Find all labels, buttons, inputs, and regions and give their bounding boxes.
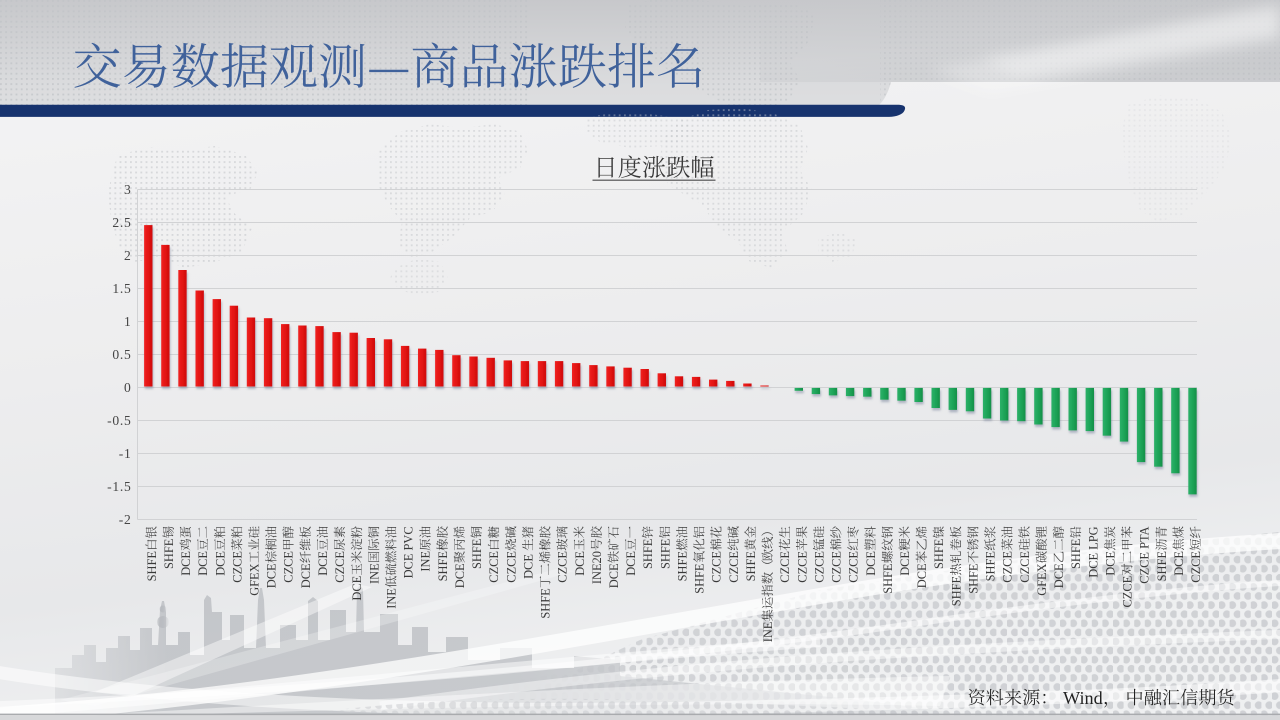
svg-text:SHFE: SHFE	[145, 551, 159, 581]
svg-text:SHFE: SHFE	[162, 539, 176, 569]
svg-text:1: 1	[124, 314, 132, 329]
svg-text:SHFE: SHFE	[676, 551, 690, 581]
svg-text:SHFE: SHFE	[436, 551, 450, 581]
svg-text:DCE: DCE	[864, 551, 878, 576]
svg-text:2: 2	[124, 248, 132, 263]
svg-text:CZCE: CZCE	[1001, 551, 1015, 583]
svg-text:CZCE: CZCE	[556, 551, 570, 583]
svg-text:-2: -2	[119, 512, 132, 527]
svg-text:CZCE: CZCE	[282, 551, 296, 583]
svg-text:SHFE: SHFE	[470, 539, 484, 569]
svg-text:DCE: DCE	[213, 551, 227, 576]
svg-text:CZCE PTA: CZCE PTA	[1138, 526, 1152, 583]
svg-text:DCE: DCE	[624, 551, 638, 576]
svg-text:SHFE: SHFE	[1155, 551, 1169, 581]
svg-text:SHFE: SHFE	[539, 588, 553, 618]
svg-text:DCE: DCE	[573, 551, 587, 576]
svg-text:0.5: 0.5	[112, 347, 131, 362]
svg-text:-0.5: -0.5	[107, 413, 131, 428]
svg-text:-1.5: -1.5	[107, 479, 131, 494]
svg-text:DCE: DCE	[1103, 551, 1117, 576]
svg-text:CZCE: CZCE	[487, 551, 501, 583]
svg-text:INE20: INE20	[590, 551, 604, 584]
svg-text:DCE: DCE	[350, 576, 364, 601]
svg-text:CZCE: CZCE	[778, 551, 792, 583]
svg-text:SHFE: SHFE	[693, 563, 707, 593]
svg-text:3: 3	[124, 182, 132, 197]
svg-text:CZCE: CZCE	[230, 551, 244, 583]
svg-text:DCE: DCE	[521, 551, 535, 579]
svg-text:SHFE: SHFE	[932, 539, 946, 569]
svg-text:DCE PVC: DCE PVC	[402, 526, 416, 578]
svg-text:DCE: DCE	[915, 563, 929, 588]
svg-text:CZCE: CZCE	[727, 551, 741, 583]
svg-text:SHFE: SHFE	[1069, 539, 1083, 569]
svg-text:CZCE: CZCE	[1121, 576, 1135, 608]
svg-text:GFEX: GFEX	[248, 563, 262, 595]
svg-text:DCE: DCE	[607, 563, 621, 588]
svg-text:2.5: 2.5	[112, 215, 131, 230]
svg-text:DCE: DCE	[316, 551, 330, 576]
svg-text:INE: INE	[385, 588, 399, 609]
svg-text:DCE LPG: DCE LPG	[1086, 526, 1100, 577]
svg-text:DCE: DCE	[898, 551, 912, 576]
svg-text:DCE: DCE	[453, 563, 467, 588]
svg-text:CZCE: CZCE	[795, 551, 809, 583]
svg-text:DCE: DCE	[1172, 551, 1186, 576]
svg-text:DCE: DCE	[179, 551, 193, 576]
svg-text:SHFE: SHFE	[881, 563, 895, 593]
svg-text:SHFE: SHFE	[641, 539, 655, 569]
svg-text:DCE: DCE	[265, 563, 279, 588]
svg-text:CZCE: CZCE	[1018, 551, 1032, 583]
svg-text:INE: INE	[761, 622, 775, 643]
svg-text:-1: -1	[119, 446, 132, 461]
svg-text:DCE: DCE	[1052, 563, 1066, 588]
svg-text:SHFE: SHFE	[949, 576, 963, 606]
svg-text:SHFE: SHFE	[967, 563, 981, 593]
svg-text:CZCE: CZCE	[1189, 551, 1203, 583]
svg-text:SHFE: SHFE	[984, 551, 998, 581]
svg-text:SHFE: SHFE	[744, 551, 758, 581]
svg-text:0: 0	[124, 380, 132, 395]
svg-text:CZCE: CZCE	[830, 551, 844, 583]
svg-text:SHFE: SHFE	[658, 539, 672, 569]
svg-text:DCE: DCE	[299, 563, 313, 588]
svg-text:Wind: Wind	[1063, 688, 1103, 708]
svg-text:1.5: 1.5	[112, 281, 131, 296]
svg-text:CZCE: CZCE	[333, 551, 347, 583]
svg-text:GFEX: GFEX	[1035, 563, 1049, 595]
svg-text:INE: INE	[367, 563, 381, 584]
svg-text:CZCE: CZCE	[812, 551, 826, 583]
svg-text:CZCE: CZCE	[710, 551, 724, 583]
svg-text:CZCE: CZCE	[504, 551, 518, 583]
svg-text:DCE: DCE	[196, 551, 210, 576]
svg-text:INE: INE	[419, 551, 433, 572]
svg-text:CZCE: CZCE	[847, 551, 861, 583]
